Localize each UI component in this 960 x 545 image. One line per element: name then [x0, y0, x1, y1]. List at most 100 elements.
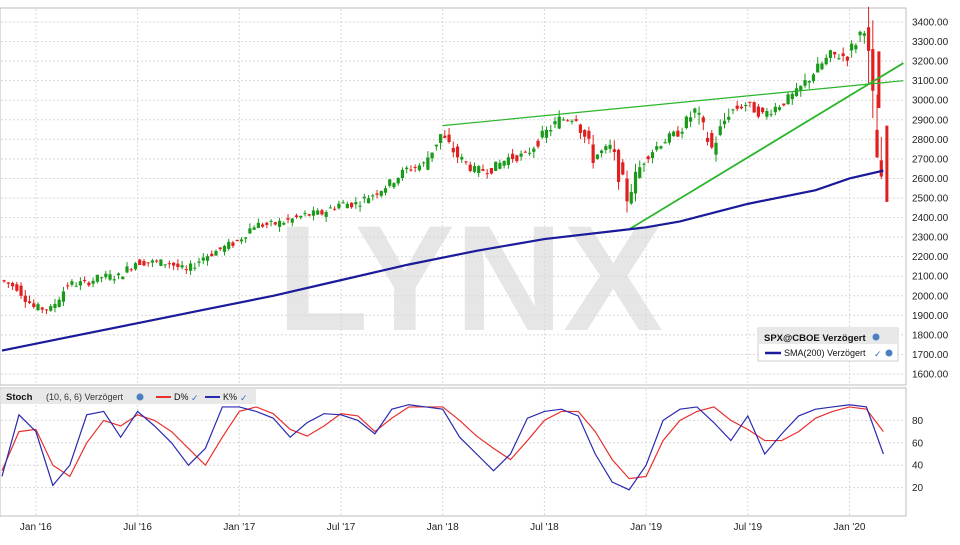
stoch-grid: [1, 389, 905, 515]
price-tick-label: 2600.00: [912, 174, 949, 185]
candle-body: [782, 103, 786, 106]
candle-body: [91, 280, 95, 284]
candle-body: [379, 191, 383, 196]
candle-body: [468, 164, 472, 171]
candle-body: [845, 56, 849, 61]
price-tick-label: 1800.00: [912, 330, 949, 341]
candle-body: [49, 306, 53, 311]
candle-body: [523, 151, 527, 153]
candle-body: [621, 162, 625, 175]
candle-body: [155, 260, 159, 262]
candle-body: [502, 160, 506, 166]
candle-body: [430, 152, 434, 159]
candle-body: [337, 203, 341, 209]
candle-body: [866, 27, 871, 51]
stoch-tick-label: 40: [912, 461, 924, 472]
stoch-title: Stoch: [6, 392, 33, 403]
legend-sma: SMA(200) Verzögert: [784, 348, 866, 358]
candle-body: [761, 107, 765, 113]
candle-body: [536, 140, 540, 147]
stoch-tick-label: 20: [912, 483, 924, 494]
candle-body: [311, 210, 316, 216]
check-icon[interactable]: ✓: [240, 393, 248, 403]
candle-body: [159, 259, 163, 266]
candle-body: [40, 307, 44, 310]
price-panel: [0, 7, 907, 386]
candle-body: [650, 152, 655, 158]
candle-body: [693, 108, 697, 113]
candle-body: [104, 273, 108, 278]
candle-body: [769, 114, 773, 116]
candle-body: [591, 144, 595, 163]
candle-body: [828, 50, 833, 58]
candle-body: [680, 131, 684, 134]
candle-body: [871, 49, 875, 91]
candle-body: [540, 130, 544, 138]
candle-body: [616, 149, 621, 183]
price-tick-label: 2500.00: [912, 194, 949, 205]
candle-body: [570, 120, 574, 122]
candle-body: [574, 119, 578, 121]
candle-body: [638, 167, 642, 178]
settings-icon[interactable]: [136, 393, 144, 401]
price-tick-label: 3200.00: [912, 57, 949, 68]
candle-body: [95, 274, 99, 282]
candle-body: [595, 154, 599, 160]
candle-body: [142, 261, 146, 266]
candle-body: [498, 162, 502, 169]
candle-body: [57, 299, 61, 307]
candle-body: [83, 279, 87, 281]
candle-body: [362, 196, 366, 199]
candle-body: [739, 106, 744, 109]
candle-body: [282, 222, 286, 225]
candle-body: [405, 167, 409, 170]
x-tick-label: Jan '18: [427, 522, 459, 533]
candle-body: [731, 109, 735, 111]
candle-body: [176, 263, 180, 268]
candle-body: [366, 198, 371, 204]
price-tick-label: 2100.00: [912, 272, 949, 283]
candle-body: [642, 163, 646, 165]
x-axis: Jan '16 Jul '16 Jan '17 Jul '17 Jan '18 Jul '…: [20, 522, 866, 533]
candle-body: [2, 280, 6, 282]
candle-body: [133, 263, 138, 270]
candle-body: [316, 210, 320, 215]
settings-icon[interactable]: [885, 349, 893, 357]
candle-body: [714, 142, 718, 155]
candle-body: [15, 284, 19, 291]
candle-body: [667, 133, 672, 143]
stoch-series: [1, 404, 884, 491]
candle-body: [261, 224, 265, 227]
candle-body: [773, 106, 777, 113]
candle-body: [392, 183, 396, 188]
candle-body: [697, 112, 701, 115]
candle-body: [299, 216, 303, 218]
candle-body: [799, 85, 803, 91]
candle-body: [841, 53, 845, 57]
candle-body: [553, 121, 557, 125]
candle-body: [811, 74, 816, 82]
candle-body: [214, 250, 218, 256]
settings-icon[interactable]: [872, 333, 880, 341]
candle-body: [875, 129, 879, 158]
price-tick-label: 3000.00: [912, 96, 949, 107]
legend: SPX@CBOE Verzögert SMA(200) Verzögert ✓: [757, 327, 899, 362]
price-tick-label: 2000.00: [912, 291, 949, 302]
candle-body: [833, 51, 837, 55]
candle-body: [438, 134, 443, 143]
x-tick-label: Jul '16: [123, 522, 152, 533]
price-tick-label: 2200.00: [912, 252, 949, 263]
check-icon[interactable]: ✓: [874, 349, 882, 359]
candle-body: [417, 165, 421, 171]
x-tick-label: Jul '17: [327, 522, 356, 533]
candle-body: [600, 150, 604, 154]
check-icon[interactable]: ✓: [191, 393, 199, 403]
x-tick-label: Jan '20: [834, 522, 866, 533]
candle-body: [722, 120, 727, 125]
candle-body: [44, 309, 49, 311]
candle-body: [222, 245, 227, 252]
candle-body: [61, 291, 66, 302]
candle-body: [748, 101, 752, 103]
candle-body: [349, 202, 354, 208]
